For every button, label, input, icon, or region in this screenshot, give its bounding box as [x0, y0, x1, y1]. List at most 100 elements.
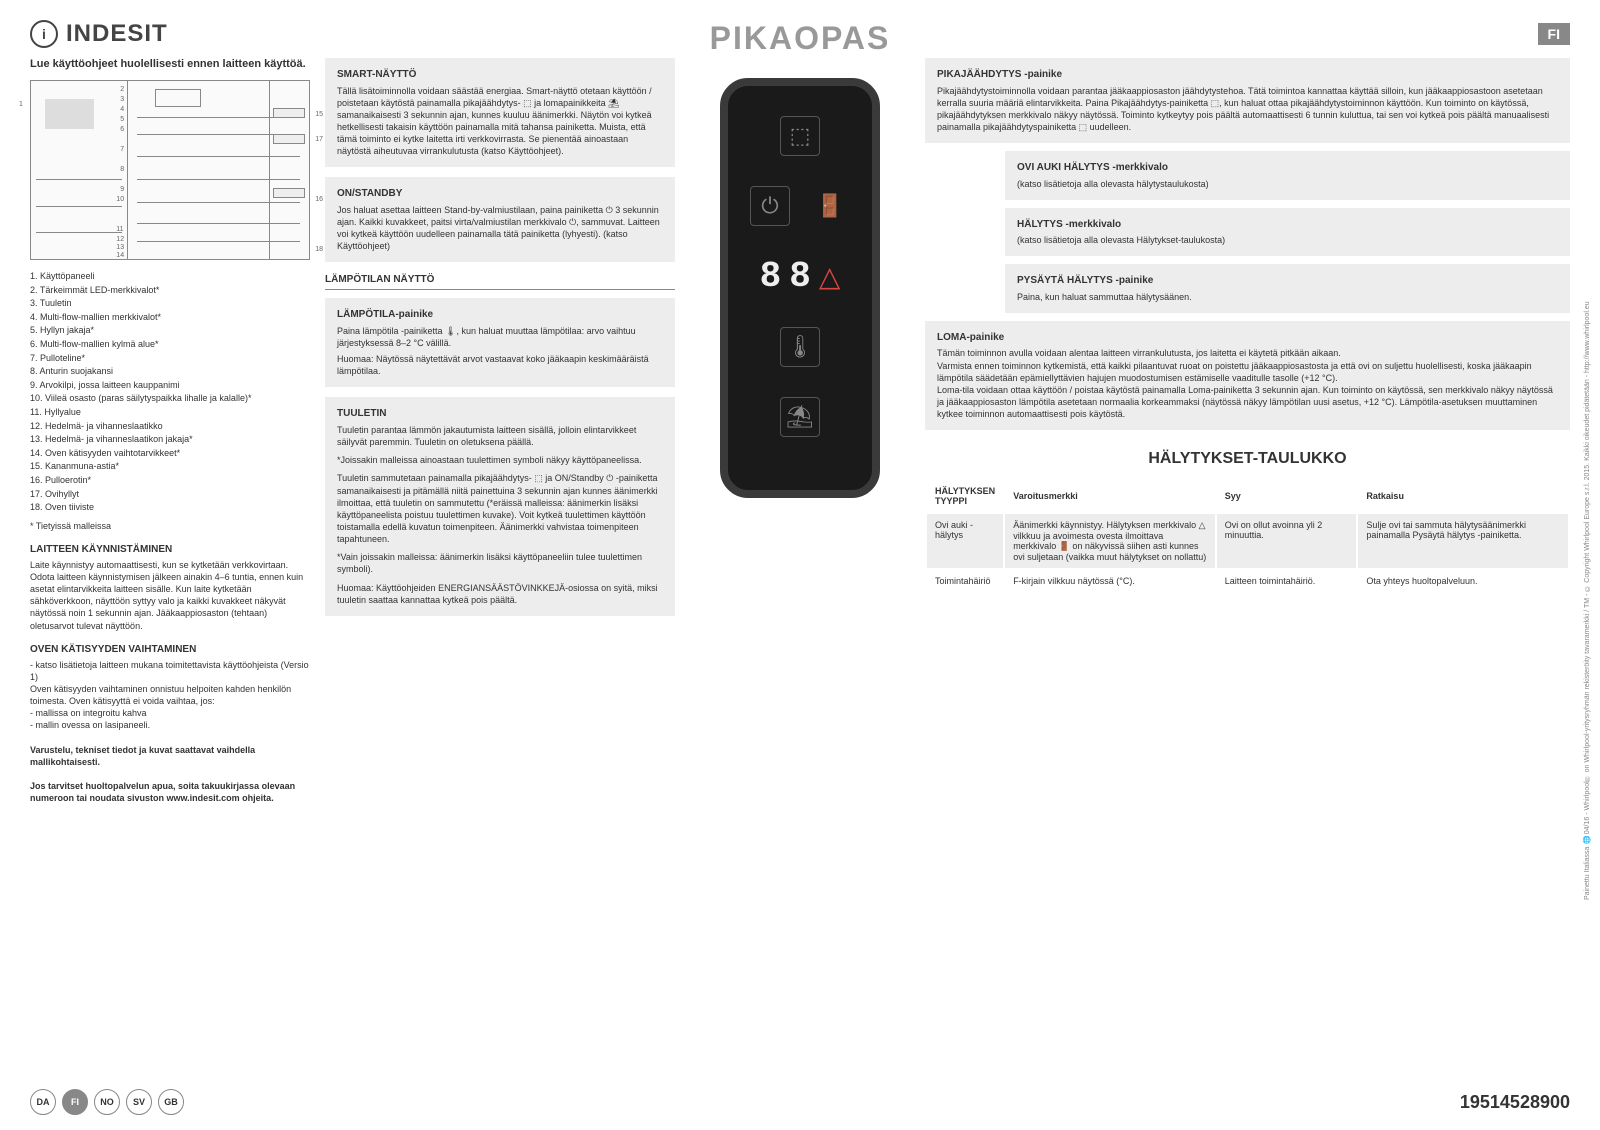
digit-icon: 8 [760, 256, 782, 297]
door-body: - katso lisätietoja laitteen mukana toim… [30, 659, 310, 732]
smart-title: SMART-NÄYTTÖ [337, 68, 663, 82]
spec-note: Varustelu, tekniset tiedot ja kuvat saat… [30, 744, 310, 768]
cell-signal: F-kirjain vilkkuu näytössä (°C). [1005, 570, 1215, 592]
part-item: 9. Arvokilpi, jossa laitteen kauppanimi [30, 379, 310, 392]
part-item: 10. Viileä osasto (paras säilytyspaikka … [30, 392, 310, 405]
part-item: 14. Oven kätisyyden vaihtotarvikkeet* [30, 447, 310, 460]
table-header-row: HÄLYTYKSEN TYYPPI Varoitusmerkki Syy Rat… [927, 480, 1568, 512]
control-panel-illustration: ⬚ ⏻ 🚪 8 8 △ 🌡 ⛱ [720, 78, 880, 498]
alarm-table-title: HÄLYTYKSET-TAULUKKO [925, 450, 1570, 468]
appliance-diagram: 1 2 3 4 5 6 7 8 9 10 11 12 13 14 15 [30, 80, 310, 260]
temp-btn-title: LÄMPÖTILA-painike [337, 308, 663, 322]
door-title: OVEN KÄTISYYDEN VAIHTAMINEN [30, 644, 310, 655]
start-title: LAITTEEN KÄYNNISTÄMINEN [30, 544, 310, 555]
alarm-table: HÄLYTYKSEN TYYPPI Varoitusmerkki Syy Rat… [925, 478, 1570, 594]
fan-box: TUULETIN Tuuletin parantaa lämmön jakaut… [325, 397, 675, 615]
cell-type: Ovi auki -hälytys [927, 514, 1003, 568]
col-cause: Syy [1217, 480, 1357, 512]
document-number: 19514528900 [1460, 1092, 1570, 1113]
lang-da[interactable]: DA [30, 1089, 56, 1115]
cell-cause: Ovi on ollut avoinna yli 2 minuuttia. [1217, 514, 1357, 568]
door-alarm-box: OVI AUKI HÄLYTYS -merkkivalo (katso lisä… [1005, 151, 1570, 200]
alarm-led-body: (katso lisätietoja alla olevasta Hälytyk… [1017, 234, 1558, 246]
part-item: 6. Multi-flow-mallien kylmä alue* [30, 338, 310, 351]
cell-type: Toimintahäiriö [927, 570, 1003, 592]
standby-body: Jos haluat asettaa laitteen Stand-by-val… [337, 204, 663, 253]
temp-btn-note: Huomaa: Näytössä näytettävät arvot vasta… [337, 353, 663, 377]
smart-body: Tällä lisätoiminnolla voidaan säästää en… [337, 85, 663, 158]
part-item: 16. Pulloerotin* [30, 474, 310, 487]
language-selector: DA FI NO SV GB [30, 1089, 184, 1115]
service-note: Jos tarvitset huoltopalvelun apua, soita… [30, 780, 310, 804]
table-row: Ovi auki -hälytys Äänimerkki käynnistyy.… [927, 514, 1568, 568]
language-badge: FI [1538, 23, 1570, 45]
stop-alarm-title: PYSÄYTÄ HÄLYTYS -painike [1017, 274, 1558, 288]
cell-solution: Ota yhteys huoltopalveluun. [1358, 570, 1568, 592]
part-item: 13. Hedelmä- ja vihanneslaatikon jakaja* [30, 433, 310, 446]
standby-title: ON/STANDBY [337, 187, 663, 201]
lang-sv[interactable]: SV [126, 1089, 152, 1115]
vacation-body: Tämän toiminnon avulla voidaan alentaa l… [937, 347, 1558, 420]
fan-note: Huomaa: Käyttöohjeiden ENERGIANSÄÄSTÖVIN… [337, 582, 663, 606]
temp-button-box: LÄMPÖTILA-painike Paina lämpötila -paini… [325, 298, 675, 387]
middle-column: SMART-NÄYTTÖ Tällä lisätoiminnolla voida… [325, 58, 675, 804]
quickcool-icon: ⬚ [780, 116, 820, 156]
standby-box: ON/STANDBY Jos haluat asettaa laitteen S… [325, 177, 675, 262]
right-column: PIKAJÄÄHDYTYS -painike Pikajäähdytystoim… [925, 58, 1570, 804]
start-body: Laite käynnistyy automaattisesti, kun se… [30, 559, 310, 632]
main-title: PIKAOPAS [710, 20, 891, 57]
copyright-vertical: Painettu Italiassa 🌐 04/16 - Whirlpool® … [1584, 200, 1592, 900]
door-open-icon: 🚪 [810, 186, 850, 226]
temperature-display: 8 8 △ [760, 256, 841, 297]
intro-text: Lue käyttöohjeet huolellisesti ennen lai… [30, 58, 310, 70]
door-alarm-body: (katso lisätietoja alla olevasta hälytys… [1017, 178, 1558, 190]
fan-body1: Tuuletin parantaa lämmön jakautumista la… [337, 424, 663, 448]
footer: DA FI NO SV GB 19514528900 [30, 1089, 1570, 1115]
temperature-icon: 🌡 [780, 327, 820, 367]
quickcool-box: PIKAJÄÄHDYTYS -painike Pikajäähdytystoim… [925, 58, 1570, 143]
part-item: 3. Tuuletin [30, 297, 310, 310]
lang-gb[interactable]: GB [158, 1089, 184, 1115]
part-item: 8. Anturin suojakansi [30, 365, 310, 378]
smart-display-box: SMART-NÄYTTÖ Tällä lisätoiminnolla voida… [325, 58, 675, 167]
quickcool-title: PIKAJÄÄHDYTYS -painike [937, 68, 1558, 82]
door-alarm-title: OVI AUKI HÄLYTYS -merkkivalo [1017, 161, 1558, 175]
temp-display-title: LÄMPÖTILAN NÄYTTÖ [325, 274, 675, 290]
stop-alarm-box: PYSÄYTÄ HÄLYTYS -painike Paina, kun halu… [1005, 264, 1570, 313]
col-signal: Varoitusmerkki [1005, 480, 1215, 512]
power-icon: ⏻ [750, 186, 790, 226]
part-item: 11. Hyllyalue [30, 406, 310, 419]
alarm-led-box: HÄLYTYS -merkkivalo (katso lisätietoja a… [1005, 208, 1570, 257]
cell-solution: Sulje ovi tai sammuta hälytysäänimerkki … [1358, 514, 1568, 568]
parts-note: * Tietyissä malleissa [30, 520, 310, 532]
part-item: 18. Oven tiiviste [30, 501, 310, 514]
quickcool-body: Pikajäähdytystoiminnolla voidaan paranta… [937, 85, 1558, 134]
parts-list: 1. Käyttöpaneeli 2. Tärkeimmät LED-merkk… [30, 270, 310, 514]
fan-body4: *Vain joissakin malleissa: äänimerkin li… [337, 551, 663, 575]
part-item: 15. Kananmuna-astia* [30, 460, 310, 473]
lang-fi[interactable]: FI [62, 1089, 88, 1115]
fan-body3: Tuuletin sammutetaan painamalla pikajääh… [337, 472, 663, 545]
vacation-box: LOMA-painike Tämän toiminnon avulla void… [925, 321, 1570, 430]
part-item: 7. Pulloteline* [30, 352, 310, 365]
digit-icon: 8 [789, 256, 811, 297]
temp-btn-body: Paina lämpötila -painiketta 🌡, kun halua… [337, 325, 663, 349]
logo: i INDESIT [30, 20, 168, 48]
lang-no[interactable]: NO [94, 1089, 120, 1115]
warning-triangle-icon: △ [819, 260, 841, 293]
stop-alarm-body: Paina, kun haluat sammuttaa hälytysäänen… [1017, 291, 1558, 303]
logo-text: INDESIT [66, 20, 168, 48]
fan-title: TUULETIN [337, 407, 663, 421]
vacation-title: LOMA-painike [937, 331, 1558, 345]
part-item: 5. Hyllyn jakaja* [30, 324, 310, 337]
part-item: 17. Ovihyllyt [30, 488, 310, 501]
part-item: 2. Tärkeimmät LED-merkkivalot* [30, 284, 310, 297]
part-item: 4. Multi-flow-mallien merkkivalot* [30, 311, 310, 324]
vacation-icon: ⛱ [780, 397, 820, 437]
fan-body2: *Joissakin malleissa ainoastaan tuuletti… [337, 454, 663, 466]
display-column: ⬚ ⏻ 🚪 8 8 △ 🌡 ⛱ [690, 58, 910, 804]
part-item: 1. Käyttöpaneeli [30, 270, 310, 283]
content: Lue käyttöohjeet huolellisesti ennen lai… [30, 58, 1570, 804]
part-item: 12. Hedelmä- ja vihanneslaatikko [30, 420, 310, 433]
cell-cause: Laitteen toimintahäiriö. [1217, 570, 1357, 592]
